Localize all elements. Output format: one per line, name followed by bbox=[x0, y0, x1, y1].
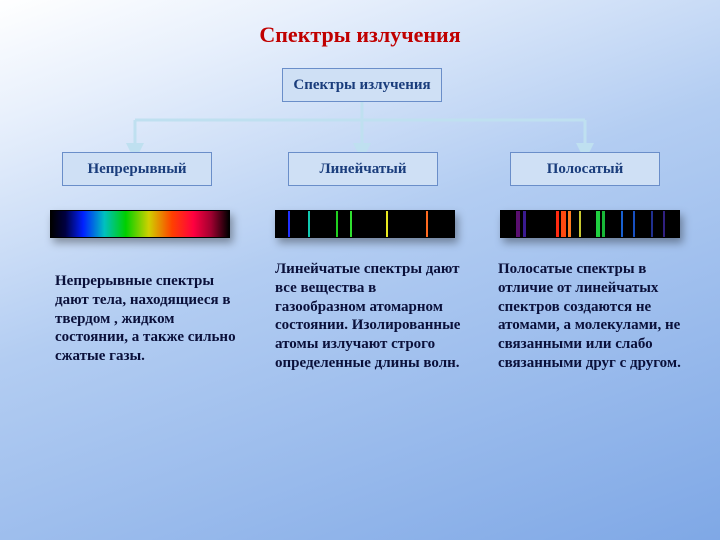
description-line: Линейчатые спектры дают все вещества в г… bbox=[275, 260, 470, 373]
spectrum-band bbox=[500, 210, 680, 238]
description-continuous: Непрерывные спектры дают тела, находящие… bbox=[55, 272, 250, 366]
spectrum-continuous bbox=[50, 210, 230, 238]
root-box: Спектры излучения bbox=[282, 68, 442, 102]
description-band: Полосатые спектры в отличие от линейчаты… bbox=[498, 260, 693, 373]
category-box-continuous: Непрерывный bbox=[62, 152, 212, 186]
page-title: Спектры излучения bbox=[0, 22, 720, 48]
category-box-line: Линейчатый bbox=[288, 152, 438, 186]
category-box-band: Полосатый bbox=[510, 152, 660, 186]
spectrum-line bbox=[275, 210, 455, 238]
